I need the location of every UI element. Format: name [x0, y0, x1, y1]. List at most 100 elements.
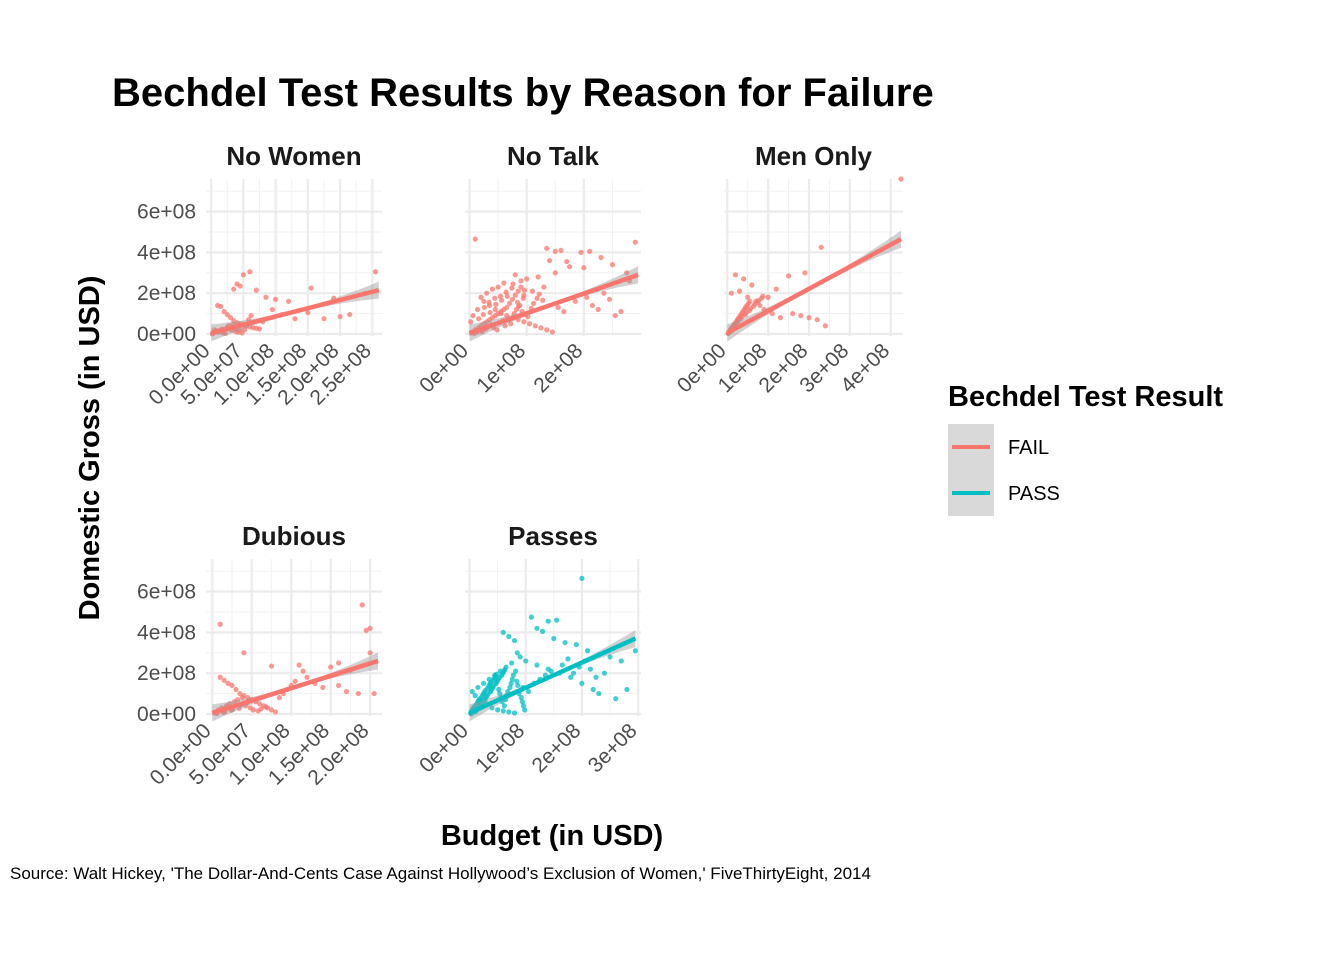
data-point	[522, 707, 528, 713]
data-point	[760, 293, 766, 299]
data-point	[769, 310, 775, 317]
data-point	[337, 314, 343, 320]
data-point	[511, 710, 518, 716]
y-tick-label: 2e+08	[137, 662, 196, 685]
data-point	[514, 299, 521, 305]
data-point	[240, 272, 246, 278]
data-point	[363, 627, 369, 633]
data-point	[515, 288, 521, 294]
data-point	[272, 709, 279, 715]
data-point	[305, 309, 311, 316]
data-point	[231, 286, 237, 292]
x-axis-title: Budget (in USD)	[441, 820, 663, 852]
y-tick-label: 2e+08	[137, 282, 196, 305]
data-point	[741, 276, 747, 282]
data-point	[572, 298, 578, 304]
data-point	[802, 270, 808, 276]
data-point	[487, 309, 493, 316]
data-point	[506, 300, 513, 306]
data-point	[225, 680, 231, 686]
data-point	[586, 248, 593, 254]
data-point	[552, 248, 558, 254]
data-point	[595, 306, 601, 313]
data-point	[549, 329, 556, 335]
data-point	[335, 682, 342, 689]
data-point	[624, 686, 630, 693]
data-point	[558, 247, 564, 253]
data-point	[518, 284, 524, 290]
y-tick-label: 6e+08	[137, 581, 196, 604]
data-point	[517, 654, 523, 660]
data-point	[818, 244, 824, 250]
data-point	[503, 289, 509, 295]
data-point	[492, 306, 498, 313]
data-point	[292, 678, 298, 684]
data-point	[218, 303, 224, 310]
data-point	[239, 695, 245, 701]
data-point	[785, 273, 792, 279]
data-point	[258, 706, 264, 712]
data-point	[493, 671, 500, 677]
panel-title-passes: Passes	[508, 521, 598, 551]
data-point	[529, 288, 536, 294]
trend-line	[211, 658, 379, 716]
data-point	[534, 662, 540, 668]
data-point	[515, 682, 521, 689]
data-point	[509, 296, 516, 302]
data-point	[806, 315, 812, 321]
data-point	[568, 674, 574, 680]
panel-title-no-talk: No Talk	[507, 141, 600, 171]
data-point	[496, 686, 502, 693]
data-point	[263, 294, 269, 300]
data-point	[521, 287, 528, 293]
data-point	[509, 660, 515, 666]
data-point	[526, 321, 533, 327]
data-point	[217, 674, 223, 680]
data-point	[501, 703, 507, 709]
data-point	[612, 313, 618, 319]
data-point	[300, 668, 306, 674]
data-point	[551, 635, 557, 642]
data-point	[624, 270, 630, 276]
data-point	[732, 272, 739, 278]
data-point	[236, 327, 243, 333]
data-point	[518, 278, 524, 284]
data-point	[609, 262, 616, 268]
data-point	[579, 575, 585, 581]
data-point	[512, 292, 518, 298]
data-point	[541, 284, 547, 290]
data-point	[566, 264, 573, 270]
data-point	[559, 662, 565, 668]
data-point	[508, 680, 514, 686]
data-point	[217, 621, 223, 627]
data-point	[528, 614, 534, 620]
data-point	[552, 270, 558, 276]
data-point	[749, 282, 755, 288]
data-point	[476, 316, 482, 322]
data-point	[579, 680, 585, 686]
y-tick-label: 4e+08	[137, 621, 196, 644]
data-point	[371, 690, 377, 697]
data-point	[222, 330, 228, 336]
data-point	[540, 297, 546, 303]
data-point	[237, 690, 243, 697]
data-point	[777, 315, 783, 321]
data-point	[613, 696, 619, 702]
data-point	[747, 298, 753, 304]
panel-title-men-only: Men Only	[755, 141, 873, 171]
data-point	[736, 288, 743, 294]
data-point	[478, 294, 484, 300]
data-point	[596, 690, 602, 697]
data-point	[728, 290, 734, 296]
panel-title-no-women: No Women	[226, 141, 361, 171]
data-point	[480, 311, 486, 318]
y-tick-label: 4e+08	[137, 241, 196, 264]
trend-line	[210, 287, 380, 336]
data-point	[590, 686, 596, 693]
data-point	[273, 296, 279, 302]
data-point	[524, 276, 530, 282]
data-point	[589, 302, 596, 309]
data-point	[355, 690, 361, 697]
